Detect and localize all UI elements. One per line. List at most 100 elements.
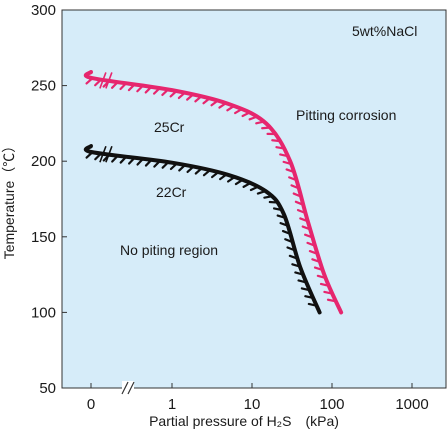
series-hatch-25cr xyxy=(110,81,119,89)
series-hatch-22cr xyxy=(128,156,136,165)
series-hatch-25cr xyxy=(301,225,312,231)
y-tick-label: 100 xyxy=(31,304,56,321)
series-break-22cr xyxy=(99,145,107,163)
x-tick-label: 1000 xyxy=(395,396,428,413)
series-hatch-25cr xyxy=(161,88,170,97)
series-25cr xyxy=(83,69,344,315)
series-hatch-25cr xyxy=(299,217,309,223)
series-hatch-25cr xyxy=(279,153,290,158)
series-hatch-25cr xyxy=(85,77,94,85)
no-pitting-region-label: No piting region xyxy=(120,242,218,258)
series-hatch-25cr xyxy=(271,139,282,143)
x-axis-break-slash xyxy=(121,381,129,395)
series-hatch-25cr xyxy=(308,249,319,255)
x-axis-break-slash xyxy=(127,381,135,395)
series-hatch-25cr xyxy=(326,298,337,303)
series-hatch-25cr xyxy=(152,86,161,95)
series-hatch-22cr xyxy=(307,302,318,307)
y-tick-label: 200 xyxy=(31,153,56,170)
series-hatch-22cr xyxy=(297,279,308,284)
series-hatch-22cr xyxy=(85,151,94,159)
series-hatch-22cr xyxy=(300,287,311,292)
x-axis-title: Partial pressure of H₂S (kPa) xyxy=(149,413,339,429)
series-hatch-25cr xyxy=(306,241,317,247)
series-hatch-22cr xyxy=(304,295,315,300)
series-line-22cr xyxy=(83,144,322,315)
series-hatch-22cr xyxy=(256,189,267,195)
series-hatch-25cr xyxy=(248,115,259,121)
series-hatch-22cr xyxy=(186,165,195,174)
series-hatch-22cr xyxy=(242,181,252,188)
series-hatch-25cr xyxy=(285,168,296,174)
series-hatch-25cr xyxy=(218,101,228,109)
series-hatch-22cr xyxy=(249,185,260,192)
series-hatch-25cr xyxy=(296,208,307,215)
series-hatch-25cr xyxy=(290,184,301,190)
series-22cr xyxy=(83,144,322,315)
series-hatch-25cr xyxy=(282,160,293,166)
series-hatch-25cr xyxy=(303,233,314,239)
series-hatch-25cr xyxy=(169,89,178,98)
series-hatch-22cr xyxy=(281,229,292,236)
series-hatch-22cr xyxy=(178,163,187,172)
series-hatch-25cr xyxy=(194,95,203,103)
series-hatch-22cr xyxy=(276,214,287,219)
series-label-22cr: 22Cr xyxy=(156,184,187,200)
x-tick-label: 10 xyxy=(244,396,261,413)
series-hatch-22cr xyxy=(219,173,228,181)
series-hatch-22cr xyxy=(284,238,294,244)
series-hatch-22cr xyxy=(144,158,153,167)
series-hatch-25cr xyxy=(261,126,272,130)
x-axis-break xyxy=(121,381,135,395)
series-hatch-25cr xyxy=(136,84,145,93)
series-hatch-25cr xyxy=(316,274,327,280)
series-break-22cr xyxy=(105,145,113,163)
series-hatch-22cr xyxy=(169,162,178,171)
series-hatch-22cr xyxy=(136,157,145,166)
series-hatch-25cr xyxy=(241,111,251,118)
series-hatch-25cr xyxy=(311,258,322,264)
series-hatch-25cr xyxy=(292,192,303,198)
y-tick-label: 150 xyxy=(31,229,56,246)
series-label-25cr: 25Cr xyxy=(154,119,185,135)
series-hatch-25cr xyxy=(313,266,324,272)
pitting-region-label: Pitting corrosion xyxy=(296,107,396,123)
series-hatch-25cr xyxy=(226,104,236,112)
series-hatch-25cr xyxy=(94,78,102,87)
series-hatch-22cr xyxy=(234,178,244,186)
series-break-25cr xyxy=(105,72,113,89)
series-hatch-25cr xyxy=(323,290,334,295)
series-hatch-22cr xyxy=(194,167,203,175)
series-hatch-25cr xyxy=(202,97,211,105)
y-tick-label: 250 xyxy=(31,78,56,95)
series-hatch-22cr xyxy=(119,155,128,164)
series-hatch-25cr xyxy=(177,91,186,100)
series-hatch-25cr xyxy=(288,176,298,182)
series-hatch-25cr xyxy=(127,83,136,92)
axis-ticks: 50 100 150 200 250 300 0 1 10 100 1000 xyxy=(31,2,429,413)
series-hatch-25cr xyxy=(119,82,128,91)
series-hatch-22cr xyxy=(279,222,290,227)
series-hatch-22cr xyxy=(286,246,297,252)
series-hatch-22cr xyxy=(202,168,212,177)
series-hatch-22cr xyxy=(272,207,284,212)
x-axis-break-gap xyxy=(122,381,134,395)
x-tick-label: 1 xyxy=(168,396,176,413)
series-hatch-22cr xyxy=(226,175,236,183)
chart-marks xyxy=(83,69,344,315)
series-hatch-22cr xyxy=(294,271,305,276)
series-hatch-22cr xyxy=(210,171,220,179)
y-axis-title: Temperature（℃） xyxy=(1,139,17,260)
series-hatch-22cr xyxy=(263,195,274,199)
y-tick-label: 300 xyxy=(31,2,56,19)
x-tick-label: 100 xyxy=(319,396,344,413)
series-hatch-25cr xyxy=(275,146,286,150)
y-tick-label: 50 xyxy=(39,380,56,397)
series-hatch-22cr xyxy=(111,154,119,163)
series-hatch-25cr xyxy=(210,99,220,107)
series-hatch-25cr xyxy=(319,282,330,287)
series-hatch-25cr xyxy=(234,107,244,115)
series-hatch-22cr xyxy=(268,200,279,204)
x-tick-label: 0 xyxy=(87,396,95,413)
